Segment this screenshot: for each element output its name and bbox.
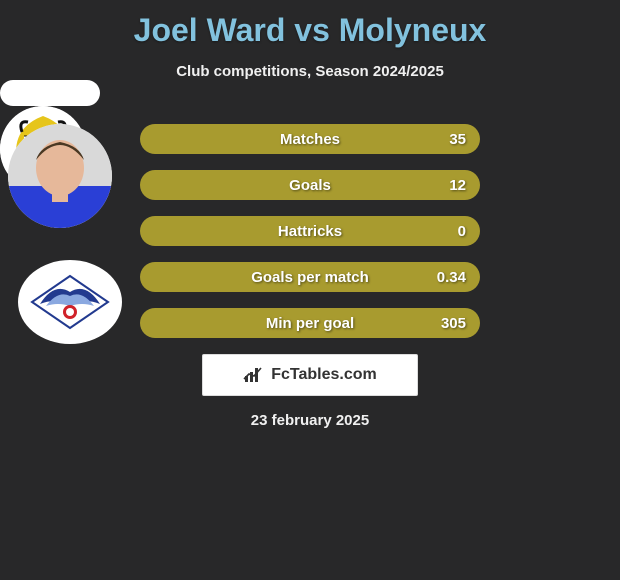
page-title: Joel Ward vs Molyneux — [0, 0, 620, 49]
stat-label: Goals — [289, 177, 331, 194]
brand-text: FcTables.com — [271, 366, 377, 384]
stats-panel: Matches 35 Goals 12 Hattricks 0 Goals per matc… — [140, 124, 480, 354]
eagle-crest-icon — [20, 262, 120, 342]
stat-label: Min per goal — [266, 315, 354, 332]
subtitle: Club competitions, Season 2024/2025 — [0, 63, 620, 80]
stat-row: Min per goal 305 — [140, 308, 480, 338]
stat-value: 0.34 — [437, 269, 466, 286]
stat-value: 0 — [458, 223, 466, 240]
stat-value: 305 — [441, 315, 466, 332]
player-portrait-icon — [8, 124, 112, 228]
bar-chart-icon — [243, 366, 265, 384]
club-crest-left — [18, 260, 122, 344]
stat-row: Hattricks 0 — [140, 216, 480, 246]
stat-label: Matches — [280, 131, 340, 148]
date-label: 23 february 2025 — [0, 412, 620, 429]
stat-label: Goals per match — [251, 269, 369, 286]
right-pill — [0, 80, 100, 106]
stat-value: 12 — [449, 177, 466, 194]
stat-value: 35 — [449, 131, 466, 148]
stat-row: Goals per match 0.34 — [140, 262, 480, 292]
player-avatar-left — [8, 124, 112, 228]
stat-row: Goals 12 — [140, 170, 480, 200]
stat-label: Hattricks — [278, 223, 342, 240]
stat-row: Matches 35 — [140, 124, 480, 154]
brand-badge[interactable]: FcTables.com — [202, 354, 418, 396]
